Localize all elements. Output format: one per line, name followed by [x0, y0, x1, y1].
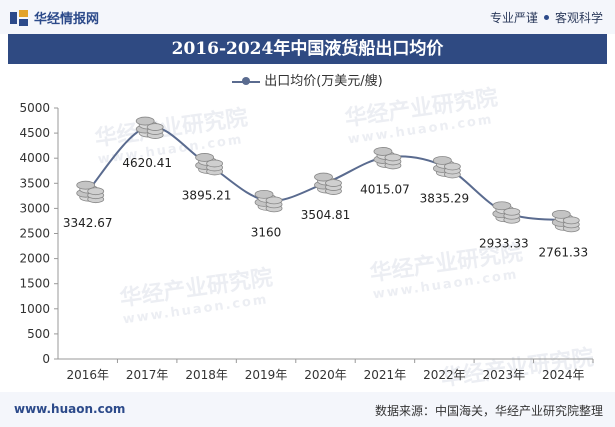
y-tick-label: 0: [42, 352, 50, 366]
dot-separator-icon: [543, 15, 549, 20]
chart-axes: 0 500 1000 1500 2000 2500 3000 3500 4000 4500 5000…: [19, 101, 594, 382]
footer-url[interactable]: www.huaon.com: [14, 402, 126, 416]
x-tick-label: 2017年: [126, 368, 169, 382]
data-value-label: 4620.41: [122, 156, 172, 170]
data-value-label: 3895.21: [182, 188, 232, 202]
data-value-label: 3504.81: [301, 208, 351, 222]
y-tick-label: 2500: [19, 227, 50, 241]
y-tick-label: 500: [27, 327, 50, 341]
data-point-marker: [551, 209, 580, 233]
y-tick-label: 4500: [19, 126, 50, 140]
data-value-label: 3835.29: [420, 191, 470, 205]
x-tick-label: 2021年: [364, 368, 407, 382]
data-value-label: 3160: [251, 225, 282, 239]
brand-name: 华经情报网: [34, 12, 100, 27]
x-tick-label: 2023年: [483, 368, 526, 382]
chart-marks: 3342.67 4620.41 3895.21 3160 3504.81 4015.07 3…: [63, 116, 588, 259]
data-point-marker: [314, 172, 342, 195]
legend-label: 出口均价(万美元/艘): [264, 74, 383, 89]
data-value-label: 2933.33: [479, 237, 529, 251]
y-tick-label: 4000: [19, 151, 50, 165]
footer-source: 数据来源：中国海关，华经产业研究院整理: [374, 404, 603, 418]
data-point-marker: [254, 189, 283, 213]
brand-logo-icon: [10, 9, 28, 26]
y-tick-label: 1500: [19, 277, 50, 291]
chart-legend: 出口均价(万美元/艘): [0, 70, 615, 89]
data-value-label: 3342.67: [63, 216, 113, 230]
x-tick-label: 2022年: [423, 368, 466, 382]
data-value-label: 2761.33: [538, 245, 588, 259]
brand-logo[interactable]: 华经情报网: [10, 8, 99, 27]
data-point-marker: [195, 153, 224, 176]
y-tick-label: 3500: [19, 176, 50, 190]
header-bar: 华经情报网 专业严谨 客观科学: [0, 0, 615, 34]
x-tick-label: 2024年: [542, 368, 585, 382]
data-point-marker: [432, 156, 461, 179]
slogan-right: 客观科学: [554, 11, 603, 25]
chart-title: 2016-2024年中国液货船出口均价: [8, 34, 607, 64]
x-tick-label: 2019年: [245, 368, 288, 382]
slogan-left: 专业严谨: [489, 11, 538, 25]
x-tick-label: 2016年: [66, 368, 109, 382]
data-point-marker: [373, 147, 402, 170]
data-point-marker: [492, 201, 521, 224]
footer-bar: www.huaon.com 数据来源：中国海关，华经产业研究院整理: [0, 392, 615, 427]
data-value-label: 4015.07: [360, 182, 410, 196]
y-tick-label: 5000: [19, 101, 50, 115]
y-tick-label: 2000: [19, 252, 50, 266]
x-tick-label: 2020年: [304, 368, 347, 382]
data-point-marker: [76, 180, 105, 204]
legend-line-icon: [232, 76, 261, 85]
y-tick-label: 1000: [19, 302, 50, 316]
x-tick-label: 2018年: [185, 368, 228, 382]
slogan: 专业严谨 客观科学: [490, 9, 603, 26]
data-point-marker: [135, 116, 164, 139]
y-tick-label: 3000: [19, 201, 50, 215]
